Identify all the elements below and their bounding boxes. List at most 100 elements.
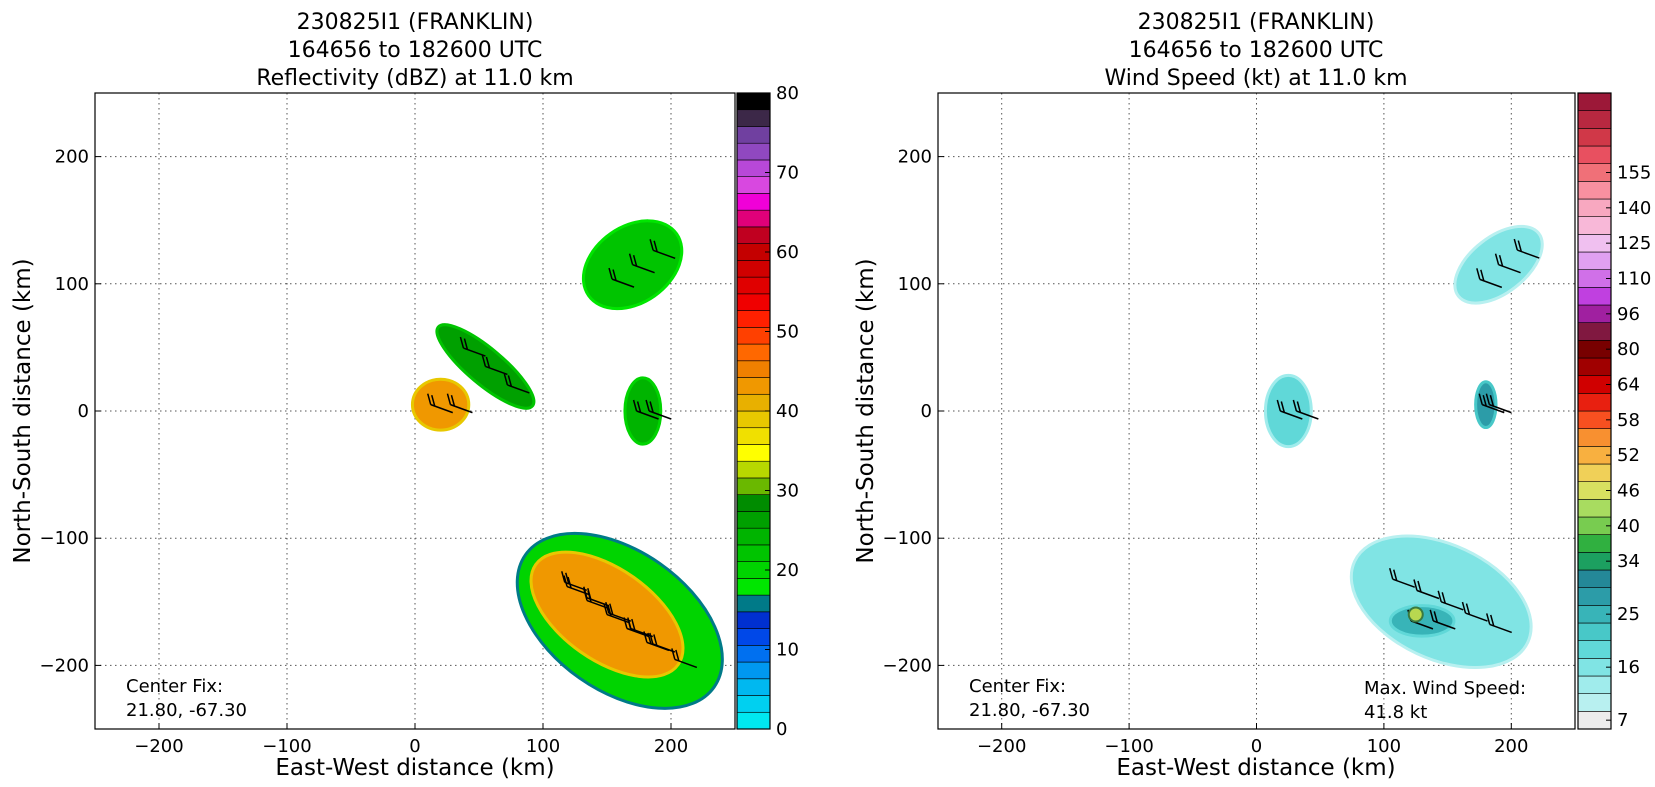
reflectivity-wind-barb [503, 373, 530, 394]
reflectivity-colorbar-segment [736, 126, 771, 144]
wind-colorbar-tick-label: 140 [1617, 198, 1651, 219]
wind-region [1263, 373, 1313, 449]
wind-colorbar-frame [1577, 92, 1612, 730]
reflectivity-colorbar-segment [736, 578, 771, 596]
reflectivity-colorbar-segment [736, 393, 771, 412]
wind-wind-barb [1429, 609, 1456, 630]
wind-colorbar-segment [1577, 534, 1612, 553]
reflectivity-y-tick-label: −200 [40, 655, 89, 676]
wind-colorbar-tick-label: 7 [1617, 710, 1628, 731]
reflectivity-colorbar-tick-label: 20 [776, 560, 799, 581]
max-wind-marker [1407, 606, 1424, 623]
wind-colorbar-tick-label: 58 [1617, 410, 1640, 431]
wind-colorbar-tick-label: 40 [1617, 516, 1640, 537]
reflectivity-colorbar-segment [736, 193, 771, 211]
wind-center-fix-label: Center Fix: [969, 676, 1066, 697]
max-wind-speed-value: 41.8 kt [1364, 702, 1427, 723]
reflectivity-colorbar-segment [736, 159, 771, 177]
reflectivity-y-tick-label: 100 [55, 274, 89, 295]
wind-title-line-1: 230825I1 (FRANKLIN) [1138, 10, 1375, 35]
reflectivity-wind-barb [643, 631, 670, 652]
wind-colorbar-tick-label: 155 [1617, 163, 1651, 184]
reflectivity-title-line-1: 230825I1 (FRANKLIN) [297, 10, 534, 35]
reflectivity-colorbar-segment [736, 92, 771, 111]
wind-speed-colorbar: 7 16 25 34 40 46 52 58 64 80 96 110 125 140 155 [1577, 92, 1651, 731]
reflectivity-colorbar-segment [736, 142, 771, 161]
reflectivity-y-tick-label: −100 [40, 528, 89, 549]
wind-wind-barb [1437, 590, 1464, 611]
reflectivity-wind-barb [561, 571, 588, 592]
reflectivity-panel: 230825I1 (FRANKLIN) 164656 to 182600 UTC… [10, 10, 799, 781]
wind-wind-barb [1292, 399, 1319, 420]
wind-colorbar-segment [1577, 128, 1612, 147]
wind-wind-barb [1486, 613, 1512, 634]
wind-wind-barb [1276, 399, 1303, 420]
reflectivity-colorbar-segment [736, 427, 771, 445]
reflectivity-x-tick-label: 100 [526, 736, 560, 757]
reflectivity-wind-barb [628, 253, 655, 274]
reflectivity-colorbar-segment [736, 176, 771, 194]
reflectivity-colorbar-tick-label: 70 [776, 163, 799, 184]
reflectivity-x-tick-label: 0 [409, 736, 420, 757]
reflectivity-y-tick-label: 200 [55, 147, 89, 168]
wind-colorbar-tick-label: 96 [1617, 304, 1640, 325]
wind-speed-panel: 230825I1 (FRANKLIN) 164656 to 182600 UTC… [853, 10, 1651, 781]
wind-y-ticks: −200 −100 0 100 200 [883, 147, 944, 676]
wind-title-line-2: 164656 to 182600 UTC [1129, 38, 1384, 63]
reflectivity-colorbar-segment [736, 527, 771, 546]
reflectivity-colorbar-segment [736, 678, 771, 696]
wind-colorbar-segment [1577, 110, 1612, 129]
wind-colorbar-segment [1577, 287, 1612, 306]
reflectivity-colorbar-segment [736, 109, 771, 127]
wind-colorbar-segment [1577, 622, 1612, 641]
reflectivity-colorbar-tick-label: 60 [776, 242, 799, 263]
wind-colorbar-segment [1577, 357, 1612, 376]
wind-colorbar-segment [1577, 499, 1612, 518]
reflectivity-colorbar-segment [736, 260, 771, 278]
wind-x-ticks: −200 −100 0 100 200 [977, 723, 1528, 757]
wind-x-tick-label: −100 [1104, 736, 1153, 757]
wind-wind-barb [1485, 393, 1512, 414]
wind-colorbar-segment [1577, 587, 1612, 606]
wind-colorbar-segment [1577, 569, 1612, 588]
reflectivity-x-axis-label: East-West distance (km) [275, 755, 554, 781]
reflectivity-colorbar-segment [736, 327, 771, 345]
wind-colorbar-segment [1577, 693, 1612, 712]
wind-wind-barb [1389, 567, 1415, 588]
wind-title-line-3: Wind Speed (kt) at 11.0 km [1104, 66, 1407, 91]
reflectivity-colorbar-segment [736, 209, 771, 228]
reflectivity-y-tick-label: 0 [78, 401, 89, 422]
wind-y-tick-label: 200 [898, 147, 932, 168]
reflectivity-colorbar-segment [736, 444, 771, 462]
wind-x-axis-label: East-West distance (km) [1116, 755, 1395, 781]
reflectivity-colorbar: 0 10 20 30 40 50 60 70 80 [736, 83, 799, 740]
reflectivity-colorbar-segment [736, 494, 771, 512]
wind-colorbar-segment [1577, 428, 1612, 447]
reflectivity-colorbar-tick-label: 10 [776, 640, 799, 661]
reflectivity-wind-barb [649, 239, 676, 260]
reflectivity-title-line-3: Reflectivity (dBZ) at 11.0 km [256, 66, 573, 91]
reflectivity-colorbar-segment [736, 460, 771, 479]
wind-colorbar-segment [1577, 145, 1612, 164]
reflectivity-colorbar-tick-label: 0 [776, 719, 787, 740]
wind-colorbar-tick-label: 125 [1617, 233, 1651, 254]
reflectivity-x-tick-label: −200 [134, 736, 183, 757]
reflectivity-colorbar-segment [736, 711, 771, 730]
reflectivity-region [410, 377, 471, 432]
reflectivity-colorbar-segment [736, 310, 771, 328]
wind-center-fix-value: 21.80, -67.30 [969, 700, 1090, 721]
reflectivity-y-axis-label: North-South distance (km) [10, 258, 36, 563]
wind-colorbar-tick-label: 46 [1617, 481, 1640, 502]
wind-colorbar-tick-label: 34 [1617, 551, 1640, 572]
reflectivity-colorbar-segment [736, 594, 771, 613]
wind-colorbar-segment [1577, 216, 1612, 235]
reflectivity-colorbar-segment [736, 695, 771, 713]
wind-wind-barb [1476, 268, 1503, 289]
wind-wind-barb [1513, 238, 1540, 259]
reflectivity-colorbar-segment [736, 511, 771, 529]
wind-y-tick-label: −200 [883, 655, 932, 676]
reflectivity-wind-barbs [427, 239, 698, 669]
reflectivity-title-line-2: 164656 to 182600 UTC [288, 38, 543, 63]
wind-y-tick-label: 0 [921, 401, 932, 422]
